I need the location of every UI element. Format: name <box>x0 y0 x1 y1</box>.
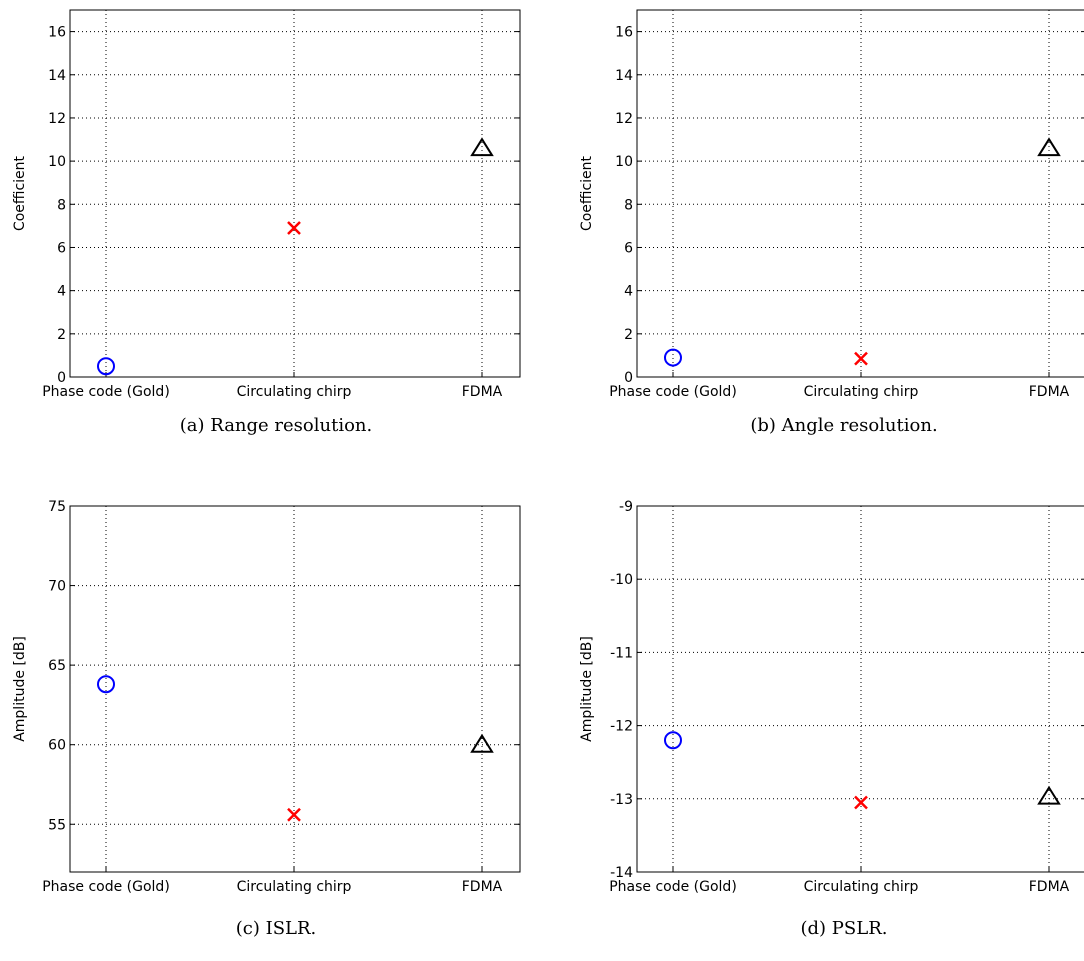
y-tick-label: 14 <box>48 68 66 84</box>
data-point-cross <box>287 221 301 235</box>
y-tick-label: -10 <box>610 572 633 588</box>
y-tick-label: 0 <box>624 370 633 386</box>
y-tick-label: 60 <box>48 738 66 754</box>
data-point-circle <box>664 731 682 750</box>
y-tick-label: 16 <box>615 25 633 41</box>
plot-frame <box>69 9 521 378</box>
chart-caption: (b) Angle resolution. <box>750 415 937 436</box>
chart-caption: (d) PSLR. <box>801 918 888 939</box>
data-point-cross <box>854 351 868 366</box>
y-tick-label: 10 <box>48 154 66 170</box>
y-tick-label: 16 <box>48 25 66 41</box>
chart-3: -14 -13 -12 -11 -10 -9 Phase code (Gold) Circul… <box>579 499 1084 939</box>
x-tick-label: Phase code (Gold) <box>609 384 737 400</box>
data-point-triangle <box>470 733 494 753</box>
x-tick-label: Circulating chirp <box>237 879 352 895</box>
chart-2: 55 60 65 70 75 Phase code (Gold) Circulating c… <box>12 499 521 939</box>
x-tick-label: FDMA <box>462 879 503 895</box>
x-tick-label: FDMA <box>1029 384 1070 400</box>
data-point-cross <box>287 807 301 822</box>
y-tick-label: 0 <box>57 370 66 386</box>
y-tick-label: 4 <box>624 284 633 300</box>
x-tick-label: Circulating chirp <box>804 384 919 400</box>
data-point-triangle <box>1037 137 1061 157</box>
y-tick-label: 4 <box>57 284 66 300</box>
y-tick-label: 70 <box>48 579 66 595</box>
x-tick-label: Phase code (Gold) <box>42 384 170 400</box>
y-tick-label: 14 <box>615 68 633 84</box>
data-point-circle <box>664 348 682 367</box>
chart-0: 0 2 4 6 8 10 12 14 16 Phase code (Gold) Circulatin… <box>12 9 521 436</box>
y-tick-label: 55 <box>48 817 66 833</box>
chart-caption: (c) ISLR. <box>236 918 317 939</box>
x-tick-label: Phase code (Gold) <box>609 879 737 895</box>
y-axis-label: Coefficient <box>579 155 595 231</box>
y-tick-label: 12 <box>615 111 633 127</box>
y-tick-label: 65 <box>48 658 66 674</box>
y-tick-label: 2 <box>57 327 66 343</box>
data-point-circle <box>97 357 115 376</box>
data-point-triangle <box>1037 785 1061 805</box>
y-tick-label: 12 <box>48 111 66 127</box>
x-tick-label: FDMA <box>1029 879 1070 895</box>
y-axis-label: Amplitude [dB] <box>579 636 595 742</box>
y-tick-label: 8 <box>624 197 633 213</box>
data-point-circle <box>97 675 115 694</box>
x-tick-label: Phase code (Gold) <box>42 879 170 895</box>
y-tick-label: -9 <box>619 499 633 515</box>
y-tick-label: 8 <box>57 197 66 213</box>
y-tick-label: -11 <box>610 645 633 661</box>
y-tick-label: 6 <box>57 240 66 256</box>
chart-1: 0 2 4 6 8 10 12 14 16 Phase code (Gold) Circulatin… <box>579 9 1084 436</box>
x-tick-label: FDMA <box>462 384 503 400</box>
y-axis-label: Amplitude [dB] <box>12 636 28 742</box>
x-tick-label: Circulating chirp <box>237 384 352 400</box>
y-tick-label: 6 <box>624 240 633 256</box>
plot-frame <box>636 505 1084 873</box>
chart-caption: (a) Range resolution. <box>180 415 373 436</box>
plot-frame <box>69 505 521 873</box>
data-point-cross <box>854 795 868 810</box>
y-tick-label: -12 <box>610 719 633 735</box>
y-tick-label: 75 <box>48 499 66 515</box>
y-tick-label: 10 <box>615 154 633 170</box>
y-tick-label: -13 <box>610 792 633 808</box>
plot-frame <box>636 9 1084 378</box>
x-tick-label: Circulating chirp <box>804 879 919 895</box>
y-tick-label: -14 <box>610 865 633 881</box>
y-axis-label: Coefficient <box>12 155 28 231</box>
y-tick-label: 2 <box>624 327 633 343</box>
data-point-triangle <box>470 137 494 157</box>
